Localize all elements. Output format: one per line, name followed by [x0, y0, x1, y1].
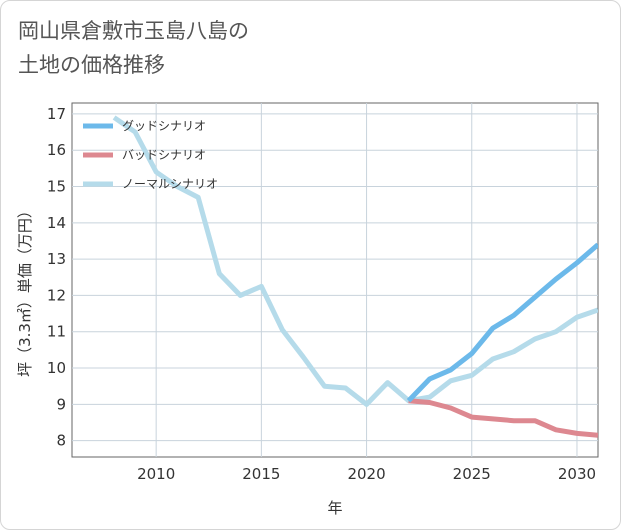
series-line-1	[408, 398, 598, 438]
x-tick-label: 2025	[453, 465, 491, 483]
y-tick-label: 8	[56, 432, 66, 450]
y-tick-label: 14	[47, 214, 66, 232]
x-tick-label: 2030	[558, 465, 596, 483]
y-tick-label: 9	[56, 395, 66, 413]
x-tick-label: 2015	[242, 465, 280, 483]
series-line-2	[112, 115, 598, 407]
y-tick-label: 10	[47, 359, 66, 377]
y-tick-label: 11	[47, 323, 66, 341]
grid-lines	[72, 103, 598, 457]
y-tick-label: 12	[47, 286, 66, 304]
y-axis-title: 坪（3.3㎡）単価（万円）	[16, 203, 34, 377]
y-tick-label: 17	[47, 105, 66, 123]
y-tick-label: 13	[47, 250, 66, 268]
x-tick-label: 2020	[347, 465, 385, 483]
legend-label: グッドシナリオ	[122, 119, 206, 133]
title-line-2: 土地の価格推移	[18, 53, 165, 77]
legend-label: バッドシナリオ	[122, 148, 206, 162]
y-tick-label: 16	[47, 141, 66, 159]
title-line-1: 岡山県倉敷市玉島八島の	[18, 19, 249, 43]
axis-ticks: 2010 2015 2020 2025 2030 8 9 10 11 12 13 14 15 16 17	[47, 105, 596, 483]
legend-label: ノーマルシナリオ	[122, 177, 218, 191]
y-tick-label: 15	[47, 178, 66, 196]
chart-title: 岡山県倉敷市玉島八島の 土地の価格推移	[18, 14, 418, 82]
series-lines	[112, 115, 598, 438]
x-tick-label: 2010	[137, 465, 175, 483]
series-line-0	[406, 242, 598, 403]
x-axis-title: 年	[327, 499, 342, 517]
plot-area	[71, 102, 599, 458]
